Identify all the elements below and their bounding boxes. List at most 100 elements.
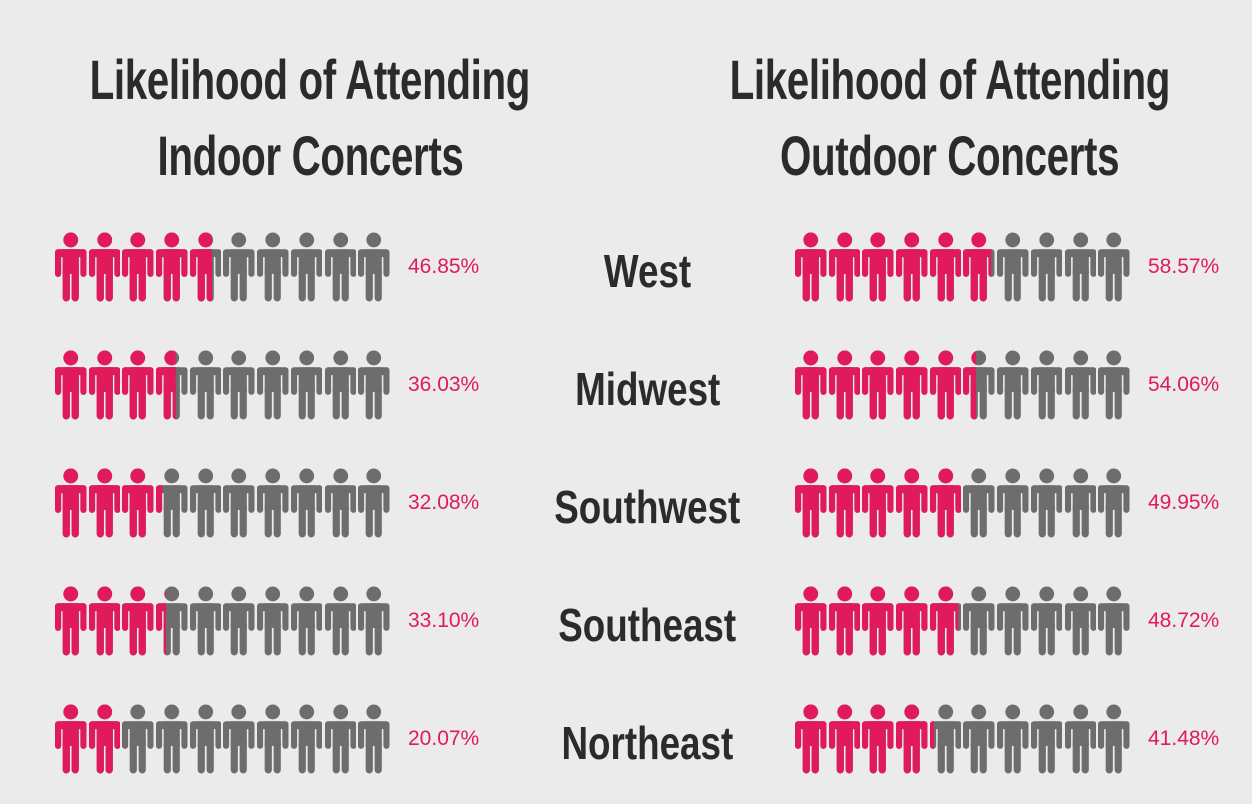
person-icon <box>963 704 995 774</box>
person-icon <box>828 704 861 774</box>
pictogram-row <box>55 586 390 656</box>
person-icon <box>1098 350 1130 420</box>
chart-title-outdoor-line1: Likelihood of Attending <box>729 48 1171 111</box>
person-icon <box>795 586 827 656</box>
person-icon <box>1064 586 1096 656</box>
person-icon <box>257 704 289 774</box>
person-icon <box>290 704 323 774</box>
person-icon <box>324 468 356 538</box>
person-icon <box>862 468 894 538</box>
person-icon <box>1030 350 1063 420</box>
person-icon <box>828 586 861 656</box>
chart-title-outdoor: Likelihood of Attending Outdoor Concerts <box>690 42 1210 194</box>
pictogram-row <box>795 232 1130 302</box>
person-icon <box>223 468 255 538</box>
person-icon <box>963 586 995 656</box>
person-icon <box>997 468 1029 538</box>
person-icon <box>896 586 928 656</box>
region-label-text: West <box>603 245 692 297</box>
region-label-text: Northeast <box>561 717 734 769</box>
chart-title-indoor-line2: Indoor Concerts <box>157 124 463 187</box>
person-icon <box>828 350 861 420</box>
person-icon <box>795 468 827 538</box>
person-icon <box>189 586 222 656</box>
person-icon <box>929 468 962 538</box>
person-icon <box>997 704 1029 774</box>
person-icon <box>896 468 928 538</box>
person-icon <box>324 232 356 302</box>
person-icon <box>223 232 255 302</box>
person-icon <box>257 468 289 538</box>
value-label: 41.48% <box>1148 727 1220 750</box>
person-icon <box>795 232 827 302</box>
pictogram-row <box>55 704 390 774</box>
chart-title-indoor: Likelihood of Attending Indoor Concerts <box>50 42 570 194</box>
person-icon <box>1030 232 1063 302</box>
person-icon <box>122 350 154 420</box>
chart-title-outdoor-line2: Outdoor Concerts <box>780 124 1120 187</box>
person-icon <box>358 586 390 656</box>
pictogram-row <box>795 586 1130 656</box>
person-icon <box>896 704 928 774</box>
person-icon <box>55 468 87 538</box>
person-icon <box>997 586 1029 656</box>
person-icon <box>88 350 121 420</box>
value-label: 33.10% <box>408 609 480 632</box>
person-icon <box>896 232 928 302</box>
region-label-text: Midwest <box>574 363 721 415</box>
value-label: 46.85% <box>408 255 480 278</box>
person-icon <box>290 468 323 538</box>
person-icon <box>122 468 154 538</box>
region-label: Midwest <box>500 362 795 416</box>
person-icon <box>929 350 962 420</box>
person-icon <box>290 350 323 420</box>
person-icon <box>862 232 894 302</box>
person-icon <box>963 468 995 538</box>
person-icon <box>963 232 992 302</box>
pictogram-row <box>55 232 390 302</box>
value-label: 32.08% <box>408 491 480 514</box>
person-icon <box>55 350 87 420</box>
person-icon <box>88 232 121 302</box>
pictogram-row <box>55 350 390 420</box>
person-icon <box>223 586 255 656</box>
value-label: 54.06% <box>1148 373 1220 396</box>
person-icon <box>156 232 188 302</box>
person-icon <box>55 586 87 656</box>
person-icon <box>929 232 962 302</box>
region-label-text: Southwest <box>554 481 741 533</box>
person-icon <box>290 232 323 302</box>
person-icon <box>997 350 1029 420</box>
person-icon <box>55 704 87 774</box>
person-icon <box>88 468 121 538</box>
value-label: 20.07% <box>408 727 480 750</box>
pictogram-row <box>55 468 390 538</box>
person-icon <box>257 350 289 420</box>
person-icon <box>324 704 356 774</box>
person-icon <box>862 350 894 420</box>
person-icon <box>55 232 87 302</box>
person-icon <box>1030 704 1063 774</box>
region-label: Northeast <box>500 716 795 770</box>
person-icon <box>795 704 827 774</box>
person-icon <box>828 468 861 538</box>
person-icon <box>223 350 255 420</box>
pictogram-row <box>795 704 1130 774</box>
person-icon <box>1098 704 1130 774</box>
person-icon <box>1098 232 1130 302</box>
person-icon <box>122 586 154 656</box>
person-icon <box>1064 468 1096 538</box>
person-icon <box>189 350 222 420</box>
region-label: West <box>500 244 795 298</box>
person-icon <box>257 232 289 302</box>
value-label: 49.95% <box>1148 491 1220 514</box>
person-icon <box>358 350 390 420</box>
person-icon <box>1098 586 1130 656</box>
person-icon <box>88 704 121 774</box>
value-label: 36.03% <box>408 373 480 396</box>
person-icon <box>828 232 861 302</box>
person-icon <box>929 586 959 656</box>
chart-title-indoor-line1: Likelihood of Attending <box>89 48 531 111</box>
pictogram-grid: 46.85% West 58.57% 36.03% Midwest 54.06% 32.08… <box>55 232 1240 774</box>
person-icon <box>1064 232 1096 302</box>
